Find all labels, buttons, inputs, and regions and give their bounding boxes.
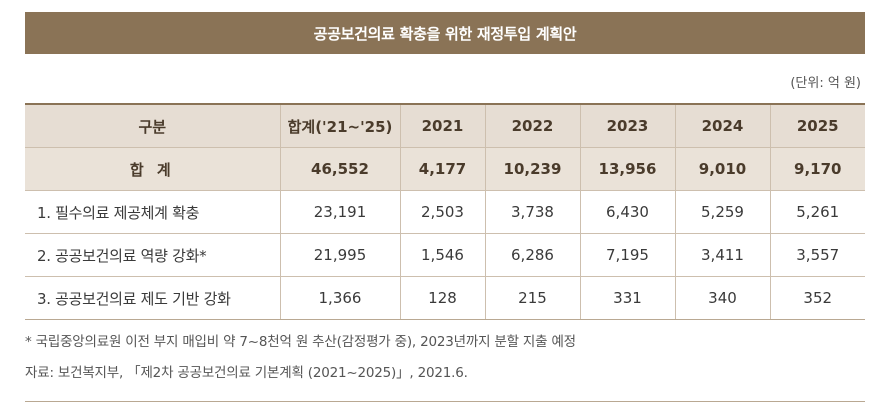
table-cell: 3,411 (675, 233, 771, 277)
table-title-bar: 공공보건의료 확충을 위한 재정투입 계획안 (25, 12, 865, 54)
table-cell: 128 (400, 276, 486, 320)
table-cell: 3,738 (485, 190, 581, 234)
table-cell: 215 (485, 276, 581, 320)
table-cell: 340 (675, 276, 771, 320)
table-row: 1. 필수의료 제공체계 확충 23,191 2,503 3,738 6,430… (25, 190, 865, 234)
table-row: 2. 공공보건의료 역량 강화* 21,995 1,546 6,286 7,19… (25, 233, 865, 277)
table-cell: 1. 필수의료 제공체계 확충 (25, 190, 281, 234)
header-2025: 2025 (770, 103, 865, 148)
header-2021: 2021 (400, 103, 486, 148)
header-2022: 2022 (485, 103, 581, 148)
table-cell: 7,195 (580, 233, 676, 277)
table-cell: 3,557 (770, 233, 865, 277)
table-cell: 352 (770, 276, 865, 320)
table-cell: 10,239 (485, 147, 581, 191)
table-cell: 21,995 (280, 233, 401, 277)
table-cell: 2,503 (400, 190, 486, 234)
table-cell: 23,191 (280, 190, 401, 234)
table-cell: 1,546 (400, 233, 486, 277)
table-cell: 5,261 (770, 190, 865, 234)
table-cell: 331 (580, 276, 676, 320)
footnote: * 국립중앙의료원 이전 부지 매입비 약 7~8천억 원 추산(감정평가 중)… (25, 334, 576, 350)
table-cell: 13,956 (580, 147, 676, 191)
table-title: 공공보건의료 확충을 위한 재정투입 계획안 (313, 24, 577, 43)
header-category: 구분 (25, 103, 281, 148)
bottom-divider (25, 401, 865, 402)
unit-note: (단위: 억 원) (790, 76, 861, 91)
table-cell: 9,170 (770, 147, 865, 191)
source-note: 자료: 보건복지부, 「제2차 공공보건의료 기본계획 (2021~2025)」… (25, 365, 468, 381)
table-cell: 4,177 (400, 147, 486, 191)
table-cell: 6,430 (580, 190, 676, 234)
table-cell: 6,286 (485, 233, 581, 277)
table-cell: 5,259 (675, 190, 771, 234)
header-total: 합계('21~'25) (280, 103, 401, 148)
table-cell: 3. 공공보건의료 제도 기반 강화 (25, 276, 281, 320)
header-row: 구분 합계('21~'25) 2021 2022 2023 2024 2025 (25, 103, 865, 148)
table-cell: 9,010 (675, 147, 771, 191)
header-2023: 2023 (580, 103, 676, 148)
budget-table: 구분 합계('21~'25) 2021 2022 2023 2024 2025 … (25, 103, 865, 320)
table-row: 3. 공공보건의료 제도 기반 강화 1,366 128 215 331 340… (25, 276, 865, 320)
header-2024: 2024 (675, 103, 771, 148)
table-cell: 46,552 (280, 147, 401, 191)
table-cell: 2. 공공보건의료 역량 강화* (25, 233, 281, 277)
table-cell: 1,366 (280, 276, 401, 320)
table-cell: 합 계 (25, 147, 281, 191)
total-row: 합 계 46,552 4,177 10,239 13,956 9,010 9,1… (25, 147, 865, 191)
